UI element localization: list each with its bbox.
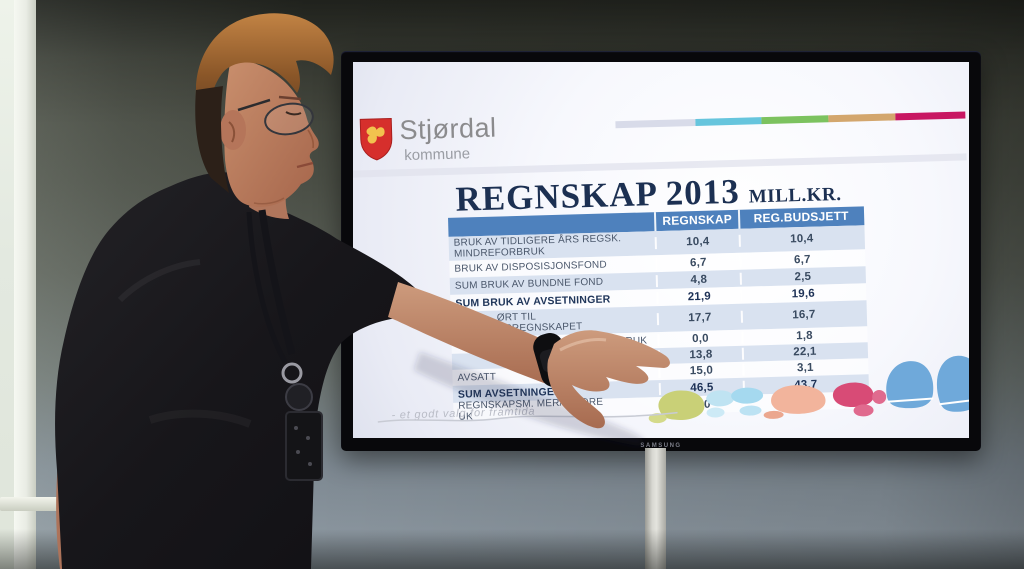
accent-stripe-cyan — [695, 117, 762, 126]
table-header-regnskap: REGNSKAP — [653, 209, 739, 232]
stjordal-coat-of-arms — [359, 117, 393, 161]
slide-title-unit: MILL.KR. — [748, 183, 842, 208]
window-glass — [0, 0, 14, 569]
samsung-logo: SAMSUNG — [640, 443, 682, 449]
accent-stripe-tan — [828, 113, 896, 123]
window-sill — [0, 497, 58, 511]
logo-name: Stjørdal — [399, 112, 497, 146]
accent-stripe-gray — [615, 118, 696, 129]
table-header-budsjett: REG.BUDSJETT — [737, 206, 863, 229]
presentation-slide: Stjørdal kommune REGNSKAP 2013 MILL.KR. R… — [353, 62, 969, 438]
table-header-label-cell — [448, 222, 654, 228]
floor-shadow — [0, 529, 1024, 569]
logo-subtitle: kommune — [404, 145, 471, 165]
accent-stripe-magenta — [895, 111, 966, 121]
window-frame — [14, 0, 36, 569]
tv-stand-pole — [645, 448, 666, 569]
pebble-graphic — [648, 355, 969, 424]
tv-screen: Stjørdal kommune REGNSKAP 2013 MILL.KR. R… — [353, 62, 969, 438]
accent-stripe-green — [761, 115, 829, 125]
tv-bezel: Stjørdal kommune REGNSKAP 2013 MILL.KR. R… — [341, 51, 981, 451]
